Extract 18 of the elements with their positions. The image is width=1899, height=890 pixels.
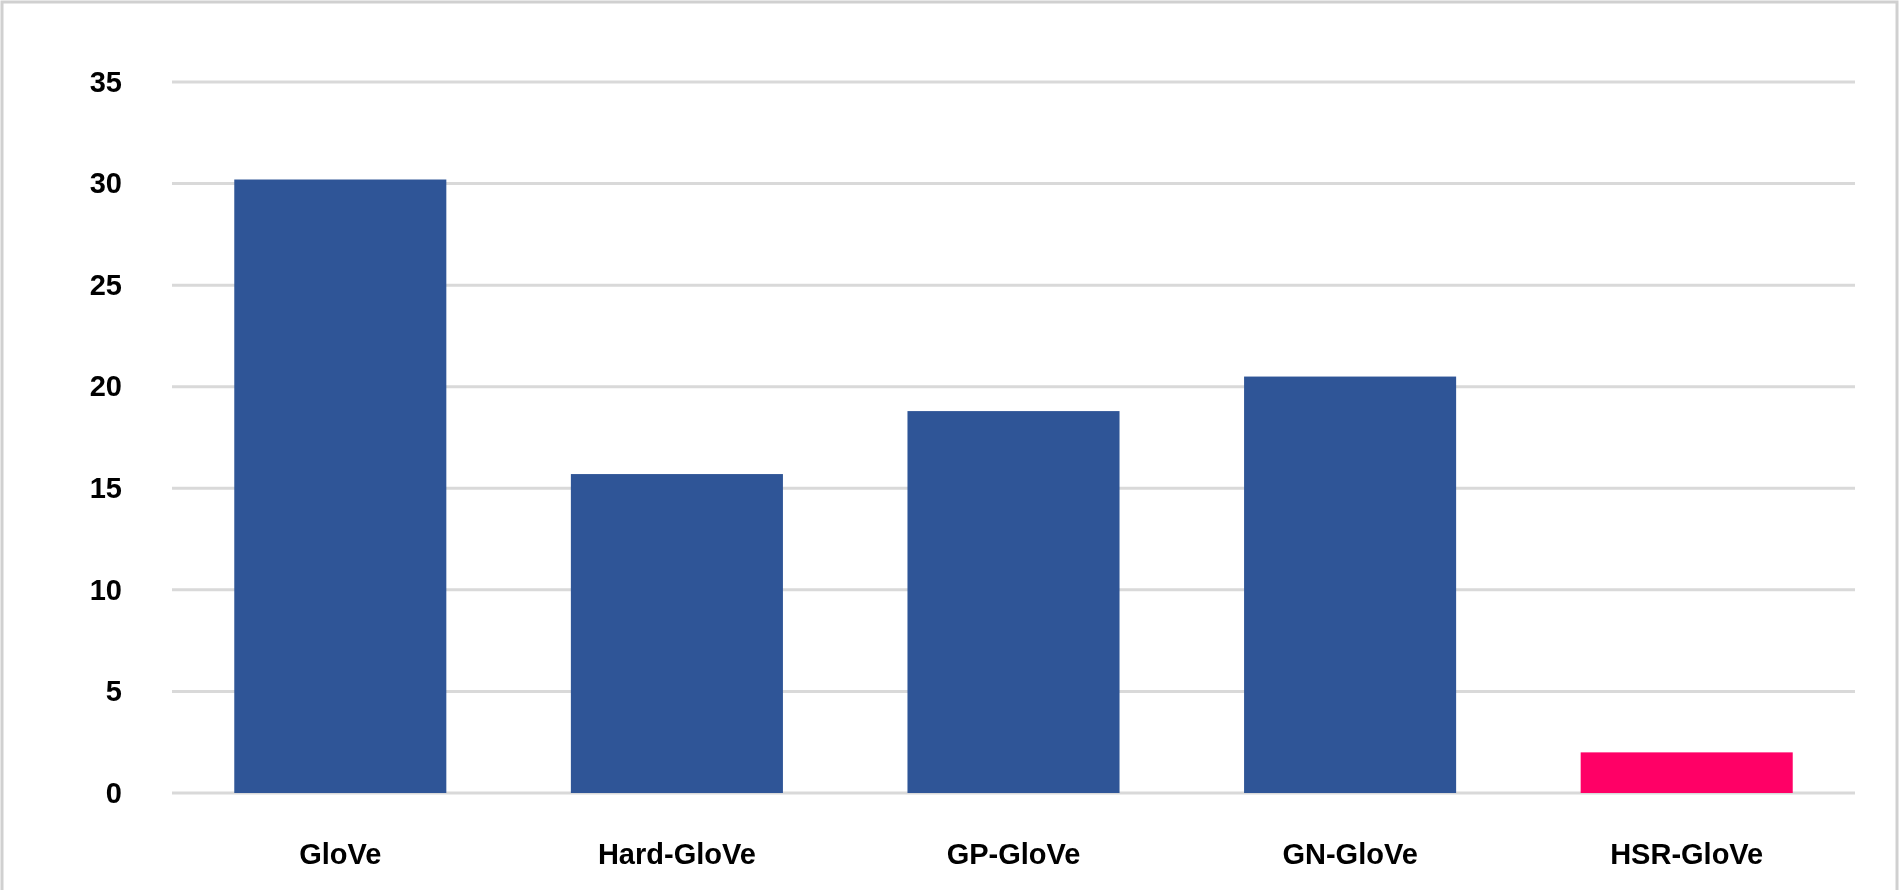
bar (1580, 752, 1793, 793)
bar (1244, 376, 1457, 793)
bar (234, 179, 447, 793)
x-tick-label: GloVe (299, 837, 382, 870)
y-tick-label: 25 (89, 268, 122, 301)
y-tick-label: 35 (89, 65, 122, 98)
bar (907, 411, 1120, 793)
x-tick-label: GP-GloVe (946, 837, 1081, 870)
x-tick-label: GN-GloVe (1282, 837, 1418, 870)
y-tick-label: 20 (89, 370, 122, 403)
x-tick-label: Hard-GloVe (597, 837, 756, 870)
y-tick-label: 30 (89, 167, 122, 200)
y-tick-label: 10 (89, 573, 122, 606)
bar (570, 474, 783, 793)
y-tick-label: 0 (105, 776, 122, 809)
y-tick-label: 5 (105, 675, 122, 708)
y-tick-label: 15 (89, 472, 122, 505)
x-tick-label: HSR-GloVe (1610, 837, 1764, 870)
